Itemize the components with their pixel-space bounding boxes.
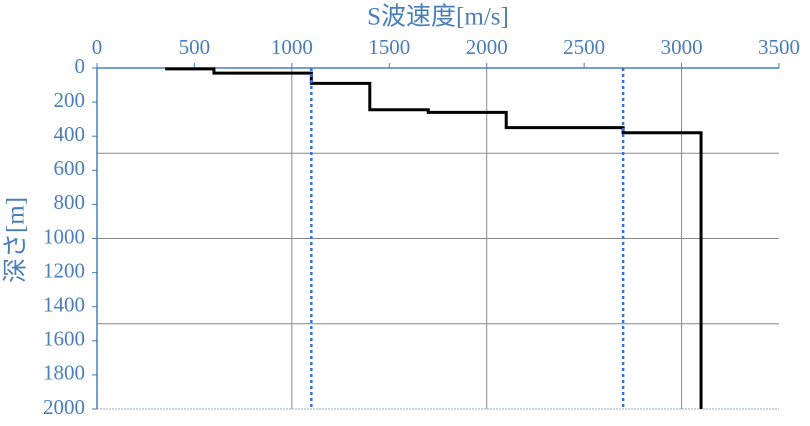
y-tick-label: 600 [54, 156, 86, 180]
series-line [165, 67, 703, 409]
y-tick-label: 400 [54, 122, 86, 146]
y-tick-label: 1000 [43, 224, 85, 248]
y-tick-label: 0 [75, 54, 86, 78]
y-tick-label: 200 [54, 88, 86, 112]
x-tick-label: 1500 [368, 35, 410, 59]
x-tick-label: 0 [92, 35, 103, 59]
x-tick-label: 3500 [758, 35, 800, 59]
y-axis-label: 深さ[m] [2, 197, 30, 283]
x-tick-label: 3000 [661, 35, 703, 59]
y-tick-label: 2000 [43, 395, 85, 419]
y-tick-label: 800 [54, 190, 86, 214]
x-tick-label: 2500 [563, 35, 605, 59]
x-tick-label: 2000 [466, 35, 508, 59]
x-tick-label: 500 [179, 35, 211, 59]
y-tick-label: 1600 [43, 327, 85, 351]
y-tick-label: 1800 [43, 361, 85, 385]
y-tick-label: 1200 [43, 258, 85, 282]
y-tick-label: 1400 [43, 293, 85, 317]
x-tick-label: 1000 [271, 35, 313, 59]
x-axis-label: S波速度[m/s] [367, 3, 509, 31]
